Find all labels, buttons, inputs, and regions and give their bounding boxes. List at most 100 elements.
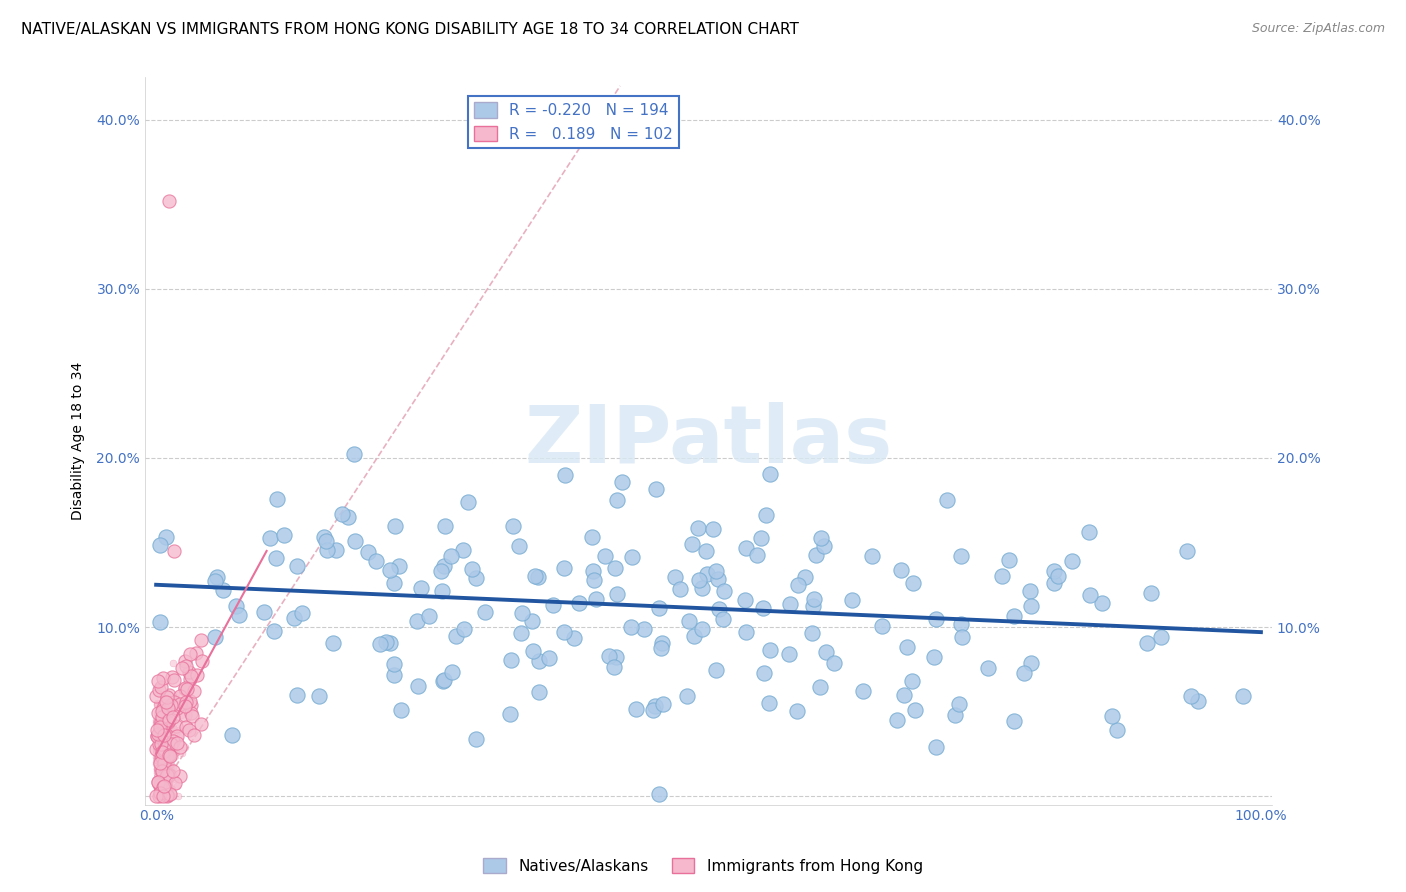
Point	[149, 789, 172, 804]
Point	[149, 730, 172, 744]
Natives/Alaskans	[814, 645, 837, 659]
Immigrants from Hong Kong	[149, 786, 172, 800]
Natives/Alaskans	[948, 697, 970, 711]
Point	[145, 749, 167, 764]
Natives/Alaskans	[411, 581, 433, 595]
Natives/Alaskans	[991, 569, 1014, 583]
Natives/Alaskans	[1047, 569, 1070, 583]
Point	[150, 739, 173, 754]
Point	[150, 761, 173, 775]
Point	[152, 725, 174, 739]
Natives/Alaskans	[690, 622, 713, 636]
Point	[159, 787, 181, 801]
Point	[153, 744, 176, 758]
Natives/Alaskans	[502, 519, 524, 533]
Natives/Alaskans	[308, 689, 330, 703]
Point	[155, 779, 177, 793]
Immigrants from Hong Kong	[153, 751, 176, 765]
Point	[150, 789, 173, 804]
Point	[148, 732, 170, 747]
Point	[148, 708, 170, 723]
Immigrants from Hong Kong	[152, 779, 174, 793]
Natives/Alaskans	[1175, 544, 1198, 558]
Point	[152, 775, 174, 789]
Point	[152, 789, 174, 804]
Point	[167, 723, 190, 738]
Point	[149, 736, 172, 750]
Point	[149, 768, 172, 782]
Natives/Alaskans	[273, 528, 295, 542]
Natives/Alaskans	[562, 631, 585, 645]
Point	[155, 765, 177, 780]
Point	[153, 723, 176, 738]
Point	[149, 756, 172, 771]
Immigrants from Hong Kong	[156, 789, 179, 804]
Natives/Alaskans	[779, 597, 801, 611]
Point	[153, 789, 176, 803]
Point	[159, 722, 181, 736]
Point	[153, 701, 176, 715]
Natives/Alaskans	[356, 544, 378, 558]
Natives/Alaskans	[382, 668, 405, 682]
Point	[160, 737, 183, 751]
Natives/Alaskans	[1042, 576, 1064, 591]
Point	[149, 713, 172, 727]
Natives/Alaskans	[754, 666, 776, 681]
Point	[149, 747, 172, 762]
Natives/Alaskans	[704, 564, 727, 578]
Point	[152, 720, 174, 734]
Immigrants from Hong Kong	[190, 716, 212, 731]
Immigrants from Hong Kong	[174, 695, 197, 709]
Immigrants from Hong Kong	[160, 737, 183, 751]
Point	[145, 789, 167, 804]
Natives/Alaskans	[633, 623, 655, 637]
Natives/Alaskans	[508, 539, 530, 553]
Point	[150, 747, 173, 761]
Point	[157, 758, 180, 772]
Natives/Alaskans	[644, 699, 666, 714]
Point	[153, 747, 176, 761]
Legend: Natives/Alaskans, Immigrants from Hong Kong: Natives/Alaskans, Immigrants from Hong K…	[477, 852, 929, 880]
Natives/Alaskans	[841, 593, 863, 607]
Natives/Alaskans	[433, 673, 456, 688]
Point	[150, 718, 173, 732]
Point	[155, 782, 177, 797]
Natives/Alaskans	[155, 530, 177, 544]
Point	[156, 788, 179, 802]
Natives/Alaskans	[1042, 564, 1064, 578]
Point	[155, 744, 177, 758]
Point	[156, 772, 179, 786]
Immigrants from Hong Kong	[177, 665, 200, 679]
Immigrants from Hong Kong	[152, 780, 174, 794]
Point	[160, 789, 183, 804]
Natives/Alaskans	[648, 788, 671, 802]
Immigrants from Hong Kong	[149, 720, 172, 734]
Point	[150, 782, 173, 797]
Point	[150, 765, 173, 780]
Point	[146, 789, 169, 804]
Point	[146, 779, 169, 793]
Point	[149, 706, 172, 721]
Point	[152, 748, 174, 763]
Point	[159, 789, 181, 804]
Natives/Alaskans	[803, 591, 825, 606]
Point	[145, 714, 167, 729]
Point	[156, 746, 179, 760]
Point	[148, 763, 170, 777]
Point	[150, 743, 173, 757]
Immigrants from Hong Kong	[156, 768, 179, 782]
Immigrants from Hong Kong	[149, 778, 172, 792]
Point	[156, 746, 179, 760]
Point	[157, 722, 180, 736]
Natives/Alaskans	[465, 571, 488, 585]
Point	[152, 777, 174, 791]
Immigrants from Hong Kong	[183, 728, 205, 742]
Point	[146, 741, 169, 756]
Point	[150, 731, 173, 745]
Point	[162, 739, 184, 754]
Immigrants from Hong Kong	[157, 194, 180, 208]
Point	[157, 704, 180, 718]
Natives/Alaskans	[682, 536, 704, 550]
Immigrants from Hong Kong	[150, 710, 173, 724]
Point	[163, 747, 186, 761]
